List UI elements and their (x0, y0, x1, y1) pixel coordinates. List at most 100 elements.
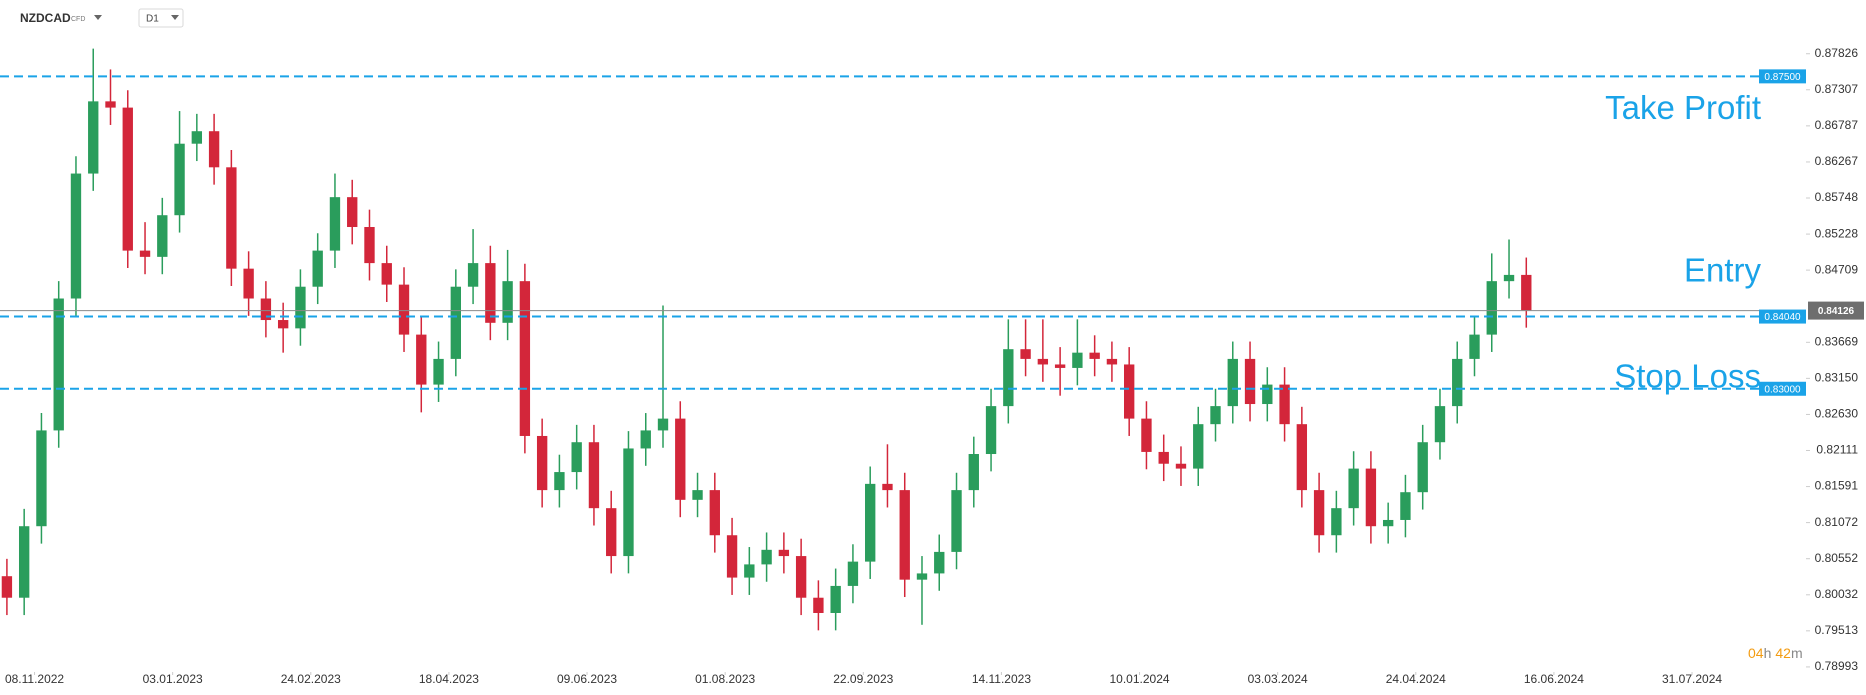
candle-body (899, 490, 910, 580)
candle-body (416, 334, 427, 385)
y-tick-label: 0.78993 (1815, 659, 1859, 673)
candle-body (744, 564, 755, 578)
candle-body (1417, 442, 1428, 493)
countdown-minutes: 42 (1775, 645, 1791, 661)
y-tick-label: 0.83669 (1815, 334, 1859, 348)
candle-body (450, 286, 461, 359)
candle-body (1003, 349, 1014, 407)
candle-body (1503, 274, 1515, 282)
y-tick-label: 0.79513 (1815, 623, 1859, 637)
candle-body (139, 250, 151, 257)
candle-body (1, 576, 13, 598)
x-tick-label: 09.06.2023 (557, 672, 617, 686)
timeframe-box[interactable] (138, 8, 184, 28)
x-tick-label: 10.01.2024 (1110, 672, 1170, 686)
candle-body (1296, 424, 1308, 491)
candle-body (1210, 406, 1221, 425)
y-tick-label: 0.81072 (1815, 515, 1859, 529)
candle-body (329, 197, 341, 251)
level-label: 0.87500 (1764, 72, 1801, 83)
countdown: 04h 42m (1748, 645, 1803, 661)
candle-body (70, 173, 82, 299)
candle-body (1244, 358, 1256, 405)
candle-body (571, 442, 582, 473)
candle-body (847, 561, 859, 586)
candle-body (295, 286, 306, 329)
candle-body (1158, 451, 1169, 464)
level-note: Entry (1684, 251, 1762, 288)
level-box (1759, 69, 1806, 84)
candle-body (1089, 352, 1100, 359)
candle-body (347, 197, 358, 228)
candle-body (519, 281, 531, 436)
instrument-tag: CFD (71, 16, 85, 23)
candle-body (606, 508, 617, 557)
candle-body (88, 101, 99, 174)
x-tick-label: 16.06.2024 (1524, 672, 1584, 686)
candle-body (968, 454, 979, 491)
candle-body (18, 526, 30, 598)
candle-body (934, 551, 945, 574)
symbol-dropdown[interactable] (94, 15, 102, 20)
candle-body (1124, 364, 1135, 419)
header: NZDCAD CFD D1 (20, 8, 184, 28)
x-tick-label: 01.08.2023 (695, 672, 755, 686)
countdown-hours: 04 (1748, 645, 1764, 661)
x-tick-label: 24.02.2023 (281, 672, 341, 686)
candle-body (657, 418, 669, 431)
candle-body (1452, 358, 1463, 407)
candle-body (1434, 406, 1446, 443)
candle-body (985, 406, 997, 455)
candle-body (795, 556, 807, 598)
candle-body (536, 435, 548, 491)
candle-body (502, 281, 513, 323)
current-price-box (1808, 301, 1864, 320)
candle-body (623, 448, 634, 557)
x-tick-label: 03.03.2024 (1248, 672, 1308, 686)
candle-body (709, 490, 720, 536)
candle-body (1020, 349, 1031, 359)
candle-body (692, 490, 703, 500)
candle-body (882, 483, 893, 491)
candle-body (1365, 468, 1377, 527)
candle-body (191, 131, 203, 144)
candle-body (1141, 418, 1152, 452)
symbol[interactable]: NZDCAD (20, 11, 71, 25)
candle-body (208, 131, 220, 168)
y-tick-label: 0.84709 (1815, 262, 1859, 276)
candle-body (865, 483, 876, 562)
candle-body (1313, 490, 1325, 536)
y-tick-label: 0.82111 (1816, 443, 1858, 457)
candle-body (36, 430, 47, 527)
candle-body (726, 535, 738, 578)
timeframe[interactable]: D1 (146, 14, 159, 25)
candle-body (174, 143, 185, 216)
level-box (1759, 381, 1806, 396)
timeframe-dropdown[interactable] (171, 15, 179, 20)
candle-body (554, 472, 565, 491)
y-tick-label: 0.80552 (1815, 551, 1859, 565)
candle-body (1521, 274, 1532, 311)
y-tick-label: 0.85228 (1815, 226, 1859, 240)
x-tick-label: 24.04.2024 (1386, 672, 1446, 686)
candle-body (260, 298, 272, 321)
candle-body (813, 597, 824, 613)
x-tick-label: 31.07.2024 (1662, 672, 1722, 686)
level-label: 0.83000 (1764, 384, 1801, 395)
candle-body (157, 215, 168, 257)
candle-body (1193, 424, 1204, 469)
candle-body (1348, 468, 1359, 509)
plot (1, 48, 1532, 631)
candle-body (640, 430, 651, 449)
candle-body (243, 268, 254, 299)
candle-body (53, 298, 64, 431)
y-tick-label: 0.86267 (1815, 154, 1859, 168)
candle-body (467, 263, 479, 287)
x-tick-label: 08.11.2022 (5, 672, 64, 686)
candle-body (1072, 352, 1083, 368)
y-tick-label: 0.87826 (1815, 46, 1859, 60)
candle-body (1106, 358, 1118, 365)
x-tick-label: 18.04.2023 (419, 672, 479, 686)
candle-body (1400, 492, 1411, 520)
